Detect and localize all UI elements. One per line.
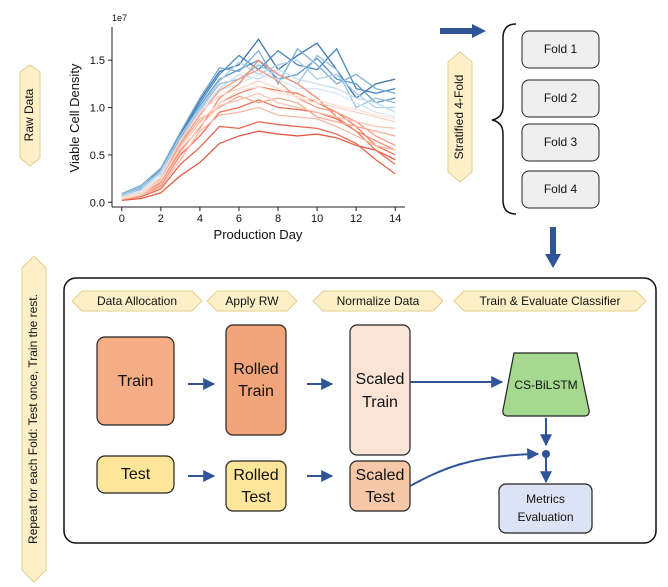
x-tick-label-8: 8 — [275, 213, 281, 225]
fold-list: Fold 1 Fold 2 Fold 3 Fold 4 — [521, 30, 600, 209]
raw-data-tag: Raw Data — [19, 64, 41, 167]
series-line-16 — [121, 106, 396, 201]
repeat-label: Repeat for each Fold: Test once, Train t… — [26, 294, 40, 544]
arrow-to-loop-head — [545, 254, 561, 268]
series-line-4 — [121, 47, 396, 195]
x-tick-label-4: 4 — [197, 213, 203, 225]
stratified-label: Stratified 4-Fold — [452, 75, 466, 160]
x-tick-label-10: 10 — [311, 213, 323, 225]
scaled-test-box: Scaled Test — [349, 460, 411, 512]
raw-data-label: Raw Data — [22, 88, 36, 141]
x-tick-label-12: 12 — [350, 213, 362, 225]
x-tick-label-0: 0 — [119, 213, 125, 225]
arrow-to-folds-head — [472, 24, 486, 38]
repeat-tag: Repeat for each Fold: Test once, Train t… — [21, 255, 47, 583]
svg-text:Scaled: Scaled — [356, 371, 405, 388]
fold-1-label: Fold 1 — [544, 42, 578, 56]
y-tick-label-1: 0.5 — [90, 150, 105, 162]
x-tick-label-14: 14 — [389, 213, 401, 225]
series-line-13 — [121, 59, 396, 201]
y-tick-label-2: 1.0 — [90, 103, 105, 115]
fold-4-box: Fold 4 — [521, 170, 600, 209]
fold-4-label: Fold 4 — [544, 182, 578, 196]
svg-text:Normalize Data: Normalize Data — [337, 294, 420, 308]
svg-text:Data Allocation: Data Allocation — [97, 294, 177, 308]
fold-1-box: Fold 1 — [521, 30, 600, 69]
stage-apply-rw: Apply RW — [206, 290, 298, 312]
axis-scale-label: 1e7 — [112, 13, 127, 23]
fold-2-label: Fold 2 — [544, 91, 578, 105]
x-tick-label-2: 2 — [158, 213, 164, 225]
x-axis-label: Production Day — [214, 227, 303, 242]
svg-text:Test: Test — [365, 489, 395, 506]
metrics-box: Metrics Evaluation — [498, 483, 593, 534]
svg-text:Evaluation: Evaluation — [517, 510, 573, 524]
fold-3-box: Fold 3 — [521, 123, 600, 162]
svg-text:Train: Train — [238, 383, 274, 400]
stage-normalize-data: Normalize Data — [312, 290, 444, 312]
series-line-18 — [121, 80, 396, 199]
fold-2-box: Fold 2 — [521, 79, 600, 118]
stage-data-allocation: Data Allocation — [71, 290, 203, 312]
svg-text:Train & Evaluate Classifier: Train & Evaluate Classifier — [480, 294, 621, 308]
viable-cell-density-chart: 0 2 4 6 8 10 12 14 0.0 0.5 1.0 1.5 1e7 Production … — [67, 13, 405, 242]
stratified-tag: Stratified 4-Fold — [447, 51, 473, 183]
svg-text:Scaled: Scaled — [356, 467, 405, 484]
fold-loop-container — [63, 277, 657, 544]
svg-text:Test: Test — [241, 489, 271, 506]
svg-text:Rolled: Rolled — [233, 361, 278, 378]
svg-text:Rolled: Rolled — [233, 467, 278, 484]
arrow-test-merge — [409, 448, 540, 487]
train-label: Train — [118, 373, 154, 390]
x-tick-label-6: 6 — [236, 213, 242, 225]
test-label: Test — [121, 466, 151, 483]
rolled-test-box: Rolled Test — [225, 460, 287, 512]
scaled-train-box: Scaled Train — [349, 324, 411, 456]
fold-brace — [491, 23, 517, 215]
y-axis-label: Viable Cell Density — [67, 63, 82, 172]
y-tick-label-0: 0.0 — [90, 197, 105, 209]
series-line-9 — [121, 130, 396, 202]
merge-node — [542, 450, 550, 458]
svg-text:Apply RW: Apply RW — [225, 294, 279, 308]
classifier-box: CS-BiLSTM — [502, 352, 590, 417]
svg-text:Metrics: Metrics — [526, 492, 565, 506]
x-ticks: 0 2 4 6 8 10 12 14 — [119, 207, 401, 225]
y-ticks: 0.0 0.5 1.0 1.5 — [90, 55, 112, 209]
flow-arrows — [188, 376, 552, 487]
series-line-10 — [121, 121, 396, 201]
svg-text:Train: Train — [362, 394, 398, 411]
chart-series-group — [121, 38, 396, 202]
test-box: Test — [96, 455, 175, 494]
stage-tags: Data Allocation Apply RW Normalize Data … — [71, 290, 647, 312]
y-tick-label-3: 1.5 — [90, 55, 105, 67]
series-line-17 — [121, 92, 396, 200]
series-line-7 — [121, 68, 396, 198]
rolled-train-box: Rolled Train — [225, 324, 287, 436]
series-line-19 — [121, 86, 396, 200]
train-box: Train — [96, 336, 175, 426]
fold-3-label: Fold 3 — [544, 135, 578, 149]
classifier-label: CS-BiLSTM — [514, 378, 577, 392]
stage-train-evaluate: Train & Evaluate Classifier — [453, 290, 647, 312]
